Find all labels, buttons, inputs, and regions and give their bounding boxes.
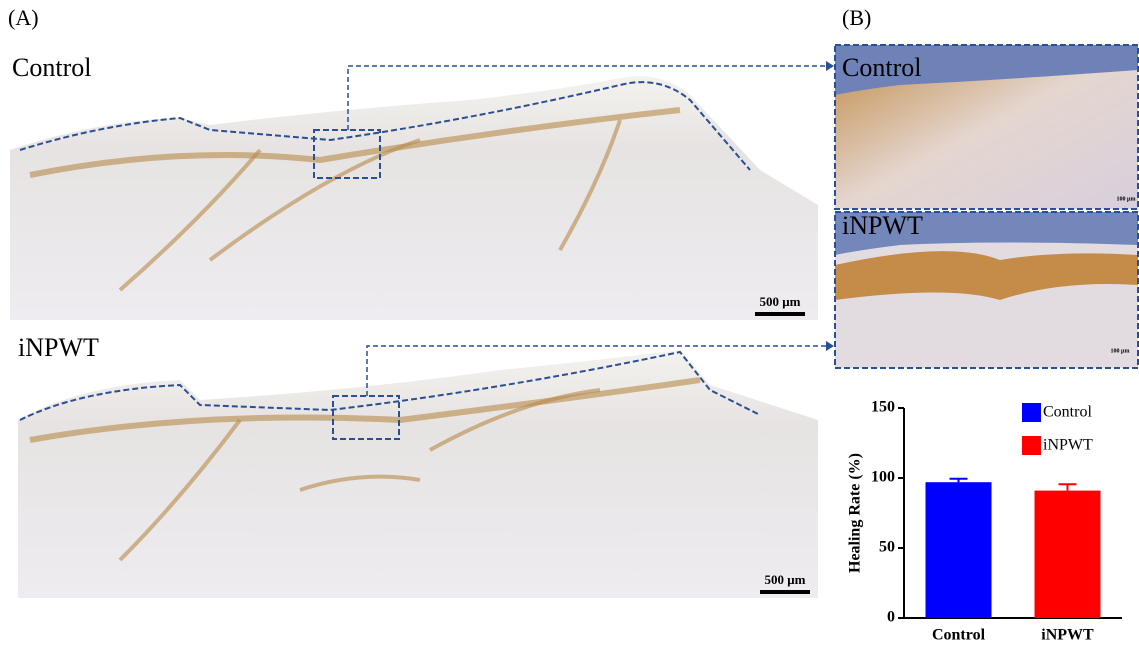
panel-label: (A): [8, 5, 39, 30]
histology-control: [10, 61, 834, 320]
legend-swatch: [1022, 436, 1041, 455]
bar-chart: Healing Rate (%): [847, 453, 864, 573]
x-tick-label: iNPWT: [1041, 627, 1094, 644]
histology-inpwt: [18, 341, 834, 598]
group-label: Control: [12, 53, 91, 82]
group-label: iNPWT: [842, 211, 923, 240]
legend-label: Control: [1043, 404, 1092, 421]
group-label: iNPWT: [18, 333, 99, 362]
figure: (A) (B) Control iNPWT Control iNPWT 500 …: [0, 0, 1139, 650]
y-tick-label: 150: [871, 399, 895, 416]
legend-swatch: [1022, 403, 1041, 422]
x-tick-label: Control: [932, 627, 986, 644]
bar: [1035, 491, 1101, 618]
scale-bar-label: 500 μm: [765, 572, 806, 587]
panel-label: (B): [842, 5, 871, 30]
group-label: Control: [842, 53, 921, 82]
y-tick-label: 100: [871, 469, 895, 486]
error-bar: [1059, 484, 1077, 490]
legend-label: iNPWT: [1043, 437, 1093, 454]
y-tick-label: 50: [879, 539, 895, 556]
bar: [926, 482, 992, 618]
scale-bar-label: 100 μm: [1111, 348, 1130, 354]
error-bar: [950, 479, 968, 483]
y-tick-label: 0: [887, 609, 895, 626]
scale-bar-label: 500 μm: [760, 294, 801, 309]
scale-bar-label: 100 μm: [1117, 196, 1136, 202]
y-axis-title: Healing Rate (%): [847, 453, 864, 573]
